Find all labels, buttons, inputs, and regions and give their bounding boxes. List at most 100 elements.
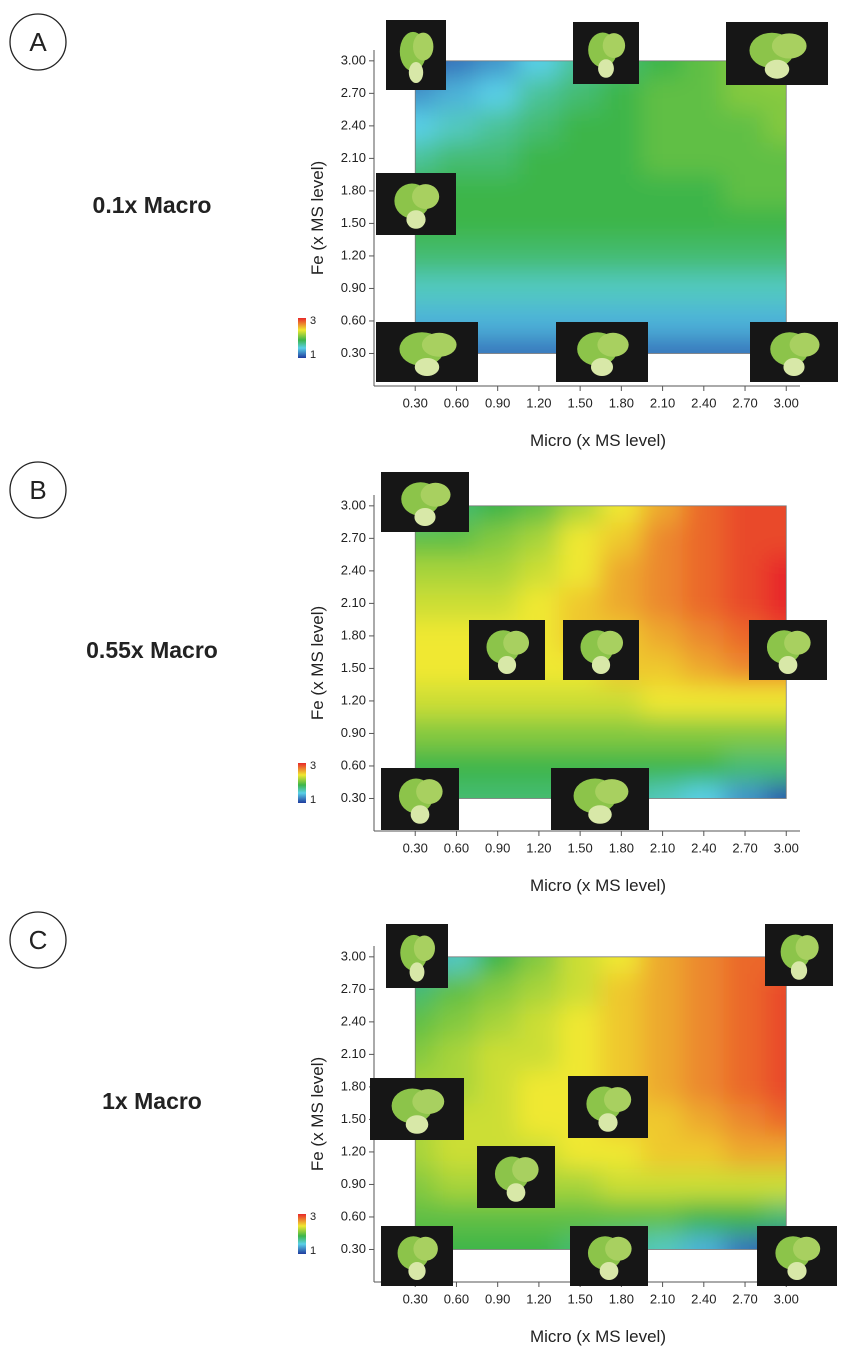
heat-cell (724, 522, 766, 556)
y-tick-label: 2.70 (341, 530, 366, 545)
heat-cell (435, 684, 477, 718)
leaf (421, 483, 451, 507)
heat-cell (765, 782, 843, 848)
leaf (412, 1089, 444, 1114)
heat-cell (765, 554, 843, 588)
heat-cell (600, 522, 642, 556)
heat-cell (683, 619, 725, 653)
heat-cell (559, 239, 601, 273)
y-tick-label: 1.20 (341, 247, 366, 262)
heat-cell (765, 1135, 843, 1169)
heat-cell (724, 684, 766, 718)
x-axis-title: Micro (x MS level) (530, 431, 666, 450)
y-tick-label: 2.40 (341, 562, 366, 577)
heat-cell (600, 1038, 642, 1072)
x-tick-label: 0.30 (403, 395, 428, 410)
heat-cell (683, 77, 725, 111)
leaf (415, 358, 439, 376)
heat-cell (600, 174, 642, 208)
heat-cell (518, 522, 560, 556)
plant-photo (469, 620, 545, 680)
heat-cell (641, 554, 683, 588)
heat-cell (765, 587, 843, 621)
heat-cell (765, 109, 843, 143)
leaf (410, 962, 425, 981)
heat-cell (518, 12, 560, 78)
panel-label: A (29, 27, 47, 57)
x-tick-label: 1.80 (609, 840, 634, 855)
heat-cell (683, 1005, 725, 1039)
heat-cell (683, 207, 725, 241)
y-tick-label: 0.90 (341, 280, 366, 295)
heat-cell (477, 109, 519, 143)
heat-cell (724, 239, 766, 273)
heat-cell (559, 109, 601, 143)
leaf (598, 1113, 617, 1132)
heat-cell (683, 749, 725, 783)
leaf (412, 184, 439, 209)
heat-cell (559, 717, 601, 751)
leaf (783, 358, 804, 376)
heat-cell (600, 1005, 642, 1039)
heat-cell (477, 1038, 519, 1072)
heat-cell (477, 717, 519, 751)
leaf (422, 333, 457, 357)
heat-cell (683, 457, 725, 523)
heat-cell (435, 717, 477, 751)
heat-cell (600, 1168, 642, 1202)
heat-cell (600, 272, 642, 306)
heat-cell (724, 1135, 766, 1169)
y-tick-label: 0.30 (341, 1241, 366, 1256)
heat-cell (559, 142, 601, 176)
heat-cell (724, 782, 766, 848)
plant-photo (376, 173, 456, 235)
heat-cell (683, 717, 725, 751)
heat-cell (683, 109, 725, 143)
heat-cell (559, 684, 601, 718)
heat-cell (477, 749, 519, 783)
colorbar-label: 1 (310, 794, 316, 806)
heat-cell (641, 239, 683, 273)
colorbar-label: 1 (310, 1245, 316, 1257)
heat-cell (724, 1103, 766, 1137)
x-tick-label: 2.70 (732, 840, 757, 855)
heat-cell (683, 1103, 725, 1137)
leaf (413, 1237, 437, 1261)
heat-cell (435, 109, 477, 143)
heat-cell (435, 554, 477, 588)
heat-cell (600, 239, 642, 273)
x-tick-label: 3.00 (774, 395, 799, 410)
x-tick-label: 2.70 (732, 1291, 757, 1306)
y-tick-label: 0.60 (341, 1208, 366, 1223)
heat-cell (477, 1103, 519, 1137)
leaf (598, 59, 614, 78)
heat-cell (765, 1168, 843, 1202)
heat-cell (559, 587, 601, 621)
leaf (784, 631, 811, 655)
heat-cell (724, 554, 766, 588)
leaf (796, 935, 819, 960)
leaf (597, 333, 628, 357)
heat-cell (683, 272, 725, 306)
heat-cell (477, 174, 519, 208)
leaf (603, 33, 625, 58)
heat-cell (559, 522, 601, 556)
heat-cell (641, 587, 683, 621)
heat-cell (518, 142, 560, 176)
heat-cell (518, 717, 560, 751)
y-tick-label: 2.70 (341, 85, 366, 100)
chart-title: 1x Macro (102, 1088, 202, 1114)
heat-cell (641, 619, 683, 653)
colorbar-label: 1 (310, 349, 316, 361)
x-axis-title: Micro (x MS level) (530, 1327, 666, 1346)
y-tick-label: 2.70 (341, 981, 366, 996)
heat-cell (559, 908, 601, 974)
heat-cell (559, 1135, 601, 1169)
heat-cell (477, 1005, 519, 1039)
heat-cell (518, 908, 560, 974)
x-tick-label: 2.70 (732, 395, 757, 410)
heat-cell (765, 142, 843, 176)
heat-cell (724, 142, 766, 176)
figure: A0.1x Macro0.300.600.901.201.501.802.102… (0, 0, 843, 1353)
heat-cell (559, 207, 601, 241)
